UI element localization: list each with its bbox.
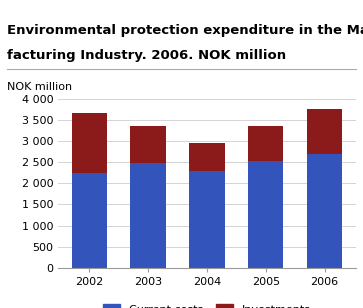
Bar [189, 143, 225, 171]
Bar [248, 161, 284, 268]
Bar [72, 173, 107, 268]
Bar [307, 109, 342, 154]
Text: NOK million: NOK million [7, 83, 72, 92]
Bar [130, 126, 166, 163]
Legend: Current costs, Investments: Current costs, Investments [103, 304, 311, 308]
Text: facturing Industry. 2006. NOK million: facturing Industry. 2006. NOK million [7, 49, 286, 62]
Bar [130, 163, 166, 268]
Bar [189, 171, 225, 268]
Text: Environmental protection expenditure in the Manu-: Environmental protection expenditure in … [7, 24, 363, 37]
Bar [72, 113, 107, 173]
Bar [307, 154, 342, 268]
Bar [248, 126, 284, 161]
